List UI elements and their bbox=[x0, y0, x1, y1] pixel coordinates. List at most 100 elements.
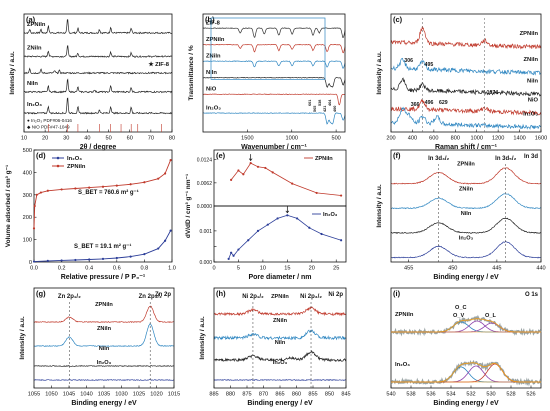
series-label: ZNiIn bbox=[27, 45, 42, 51]
series-label: ZPNiIn bbox=[95, 302, 113, 308]
panel-i: (i) Binding energy / eV 540 538 536 534 532 530… bbox=[386, 287, 542, 407]
x-tick-label: 10 bbox=[21, 136, 27, 142]
x-axis-label: Relative pressure / P P₀⁻¹ bbox=[61, 274, 146, 281]
series-line-a-0 bbox=[23, 19, 173, 35]
data-point bbox=[46, 189, 49, 192]
y-tick-label: 100 bbox=[23, 238, 32, 244]
x-axis-label: Wavenumber / cm⁻¹ bbox=[241, 144, 307, 151]
x-tick-label: 0 bbox=[212, 266, 215, 272]
series-label: ZPNiIn bbox=[271, 294, 289, 300]
series-line-0 bbox=[230, 162, 342, 196]
x-tick-label: 50 bbox=[105, 136, 111, 142]
series-label: ZPNiIn bbox=[457, 162, 475, 168]
series-line-h-3 bbox=[213, 379, 347, 382]
data-point bbox=[232, 254, 235, 257]
series-line-f-3 bbox=[390, 241, 542, 259]
x-tick-label: 1040 bbox=[80, 392, 92, 398]
data-point bbox=[237, 248, 240, 251]
peak-annotation: 495 bbox=[425, 62, 434, 68]
y-axis-label: Intensity / a.u. bbox=[9, 51, 16, 95]
data-point bbox=[164, 172, 167, 175]
y-tick-label: 0.000 bbox=[199, 260, 212, 266]
data-point bbox=[256, 165, 260, 168]
series-line-f-2 bbox=[390, 217, 542, 234]
x-tick-label: 0.4 bbox=[85, 266, 93, 272]
data-point bbox=[115, 184, 118, 187]
fit-component-2 bbox=[391, 363, 541, 383]
peak-annotation: 464 bbox=[328, 99, 332, 106]
data-point bbox=[157, 247, 160, 250]
x-tick-label: 200 bbox=[386, 136, 395, 142]
series-line-c-2 bbox=[390, 77, 542, 97]
series-label: In₂O₃ bbox=[459, 236, 474, 242]
series-label: In₂O₃ bbox=[523, 111, 538, 117]
data-point bbox=[237, 169, 240, 172]
peak-label: Ni 2p₃/₂ bbox=[300, 294, 322, 300]
x-tick-label: 70 bbox=[148, 136, 154, 142]
data-point bbox=[169, 158, 172, 162]
data-point bbox=[143, 253, 146, 256]
fit-component-1 bbox=[391, 365, 541, 383]
data-point bbox=[129, 255, 132, 258]
data-point bbox=[129, 183, 132, 186]
peak-annotation: 565 bbox=[313, 106, 317, 112]
data-point bbox=[276, 217, 279, 220]
fit-component-0 bbox=[391, 366, 541, 383]
data-point bbox=[230, 251, 233, 254]
data-point bbox=[143, 181, 146, 184]
y-tick-label: 0.0000 bbox=[197, 204, 213, 210]
data-point bbox=[101, 257, 105, 260]
peak-annotation: 1074 bbox=[487, 90, 499, 96]
x-tick-label: 0.0 bbox=[30, 266, 38, 272]
data-point bbox=[88, 258, 91, 261]
x-axis-label: Raman shift / cm⁻¹ bbox=[435, 144, 498, 151]
x-tick-label: 1015 bbox=[168, 392, 180, 398]
subpanel-frame bbox=[213, 205, 347, 263]
panel-letter: (f) bbox=[393, 151, 401, 160]
x-tick-label: 600 bbox=[429, 136, 438, 142]
x-tick-label: 865 bbox=[275, 392, 284, 398]
series-line-g-0 bbox=[33, 305, 175, 323]
y-tick-label: 200 bbox=[23, 215, 32, 221]
peak-label: Zn 2p₁/₂ bbox=[58, 294, 81, 300]
series-line-a-3 bbox=[23, 78, 173, 94]
y-axis-label: dV/dD / cm³ g⁻¹ nm⁻¹ bbox=[185, 174, 192, 238]
series-label: ZPNiIn bbox=[27, 22, 46, 28]
x-tick-label: 880 bbox=[226, 392, 235, 398]
data-point bbox=[315, 191, 318, 195]
data-point bbox=[74, 187, 77, 190]
x-axis-label: Binding energy / eV bbox=[71, 400, 137, 407]
series-line-1 bbox=[33, 230, 171, 263]
panel-b: (b) Wavenumber / cm⁻¹ Transmittance / % 150… bbox=[188, 13, 346, 151]
raw-data-line bbox=[390, 359, 542, 387]
series-label: ★ ZIF-8 bbox=[148, 61, 169, 68]
x-tick-label: 455 bbox=[404, 266, 413, 272]
x-tick-label: 850 bbox=[325, 392, 334, 398]
x-tick-label: 1020 bbox=[150, 392, 162, 398]
x-tick-label: 500 bbox=[331, 136, 340, 142]
series-label: NiIn bbox=[27, 81, 38, 87]
series-label: ZIF-8 bbox=[206, 21, 221, 27]
y-tick-label: 0.0062 bbox=[197, 181, 213, 187]
data-point bbox=[60, 188, 63, 191]
data-point bbox=[35, 193, 38, 196]
data-point bbox=[340, 194, 343, 197]
arrow-icon bbox=[248, 154, 253, 162]
series-label: In₂O₃ bbox=[395, 362, 410, 368]
legend-marker bbox=[56, 156, 60, 160]
legend-entry: In₂O₃ bbox=[67, 156, 82, 162]
series-label: ZNiIn bbox=[97, 326, 112, 332]
x-tick-label: 20 bbox=[42, 136, 48, 142]
y-axis-label: Intensity / a.u. bbox=[199, 316, 206, 360]
x-tick-label: 60 bbox=[127, 136, 133, 142]
data-point bbox=[115, 256, 118, 260]
x-tick-label: 80 bbox=[169, 136, 175, 142]
x-tick-label: 860 bbox=[292, 392, 301, 398]
x-tick-label: 1500 bbox=[241, 136, 253, 142]
x-tick-label: 15 bbox=[284, 266, 290, 272]
raw-data-line bbox=[390, 314, 542, 337]
x-tick-label: 40 bbox=[84, 136, 90, 142]
data-point bbox=[60, 259, 63, 262]
peak-annotation: 496 bbox=[425, 100, 434, 106]
series-line-h-0 bbox=[213, 306, 347, 317]
